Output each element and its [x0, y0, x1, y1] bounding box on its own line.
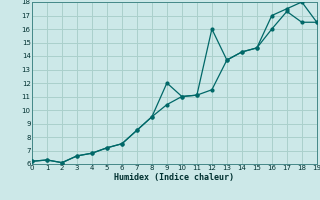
X-axis label: Humidex (Indice chaleur): Humidex (Indice chaleur) — [115, 173, 234, 182]
